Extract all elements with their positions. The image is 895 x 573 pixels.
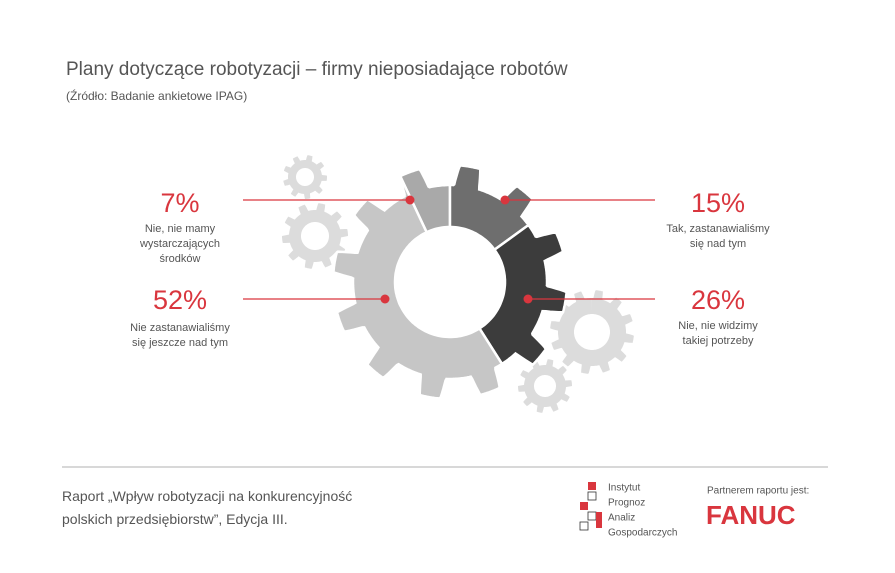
partner-text: Partnerem raportu jest:: [707, 486, 809, 497]
category-label: Nie, nie mamy wystarczających środków: [139, 223, 220, 265]
leader-dot: [500, 195, 510, 205]
decorative-gear: [283, 155, 327, 199]
leader-dot: [405, 195, 415, 205]
leader-dot: [380, 294, 390, 304]
partner-logo: FANUC: [706, 500, 796, 530]
report-text: Raport „Wpływ robotyzacji na konkurencyj…: [62, 488, 352, 527]
leader-dot: [523, 294, 533, 304]
chart-title: Plany dotyczące robotyzacji – firmy niep…: [66, 59, 568, 80]
institute-line: Prognoz: [608, 498, 645, 509]
institute-line: Instytut: [608, 483, 640, 494]
decorative-gear: [550, 290, 634, 374]
institute-logo-icon: [579, 482, 602, 531]
category-label: Tak, zastanawialiśmy się nad tym: [666, 223, 770, 250]
category-label: Nie, nie widzimy takiej potrzeby: [678, 320, 758, 347]
category-label: Nie zastanawialiśmy się jeszcze nad tym: [130, 322, 230, 349]
decorative-gear: [518, 359, 572, 413]
value-label: 52%: [153, 285, 207, 315]
gear-segment: [398, 167, 452, 234]
gear-segment: [477, 223, 568, 367]
value-label: 26%: [691, 285, 745, 315]
chart-subtitle: (Źródło: Badanie ankietowe IPAG): [66, 88, 247, 103]
gear-segment: [448, 164, 535, 252]
institute-line: Analiz: [608, 513, 635, 524]
gear-segment: [332, 175, 504, 400]
value-label: 15%: [691, 188, 745, 218]
institute-line: Gospodarczych: [608, 528, 677, 539]
value-label: 7%: [160, 188, 199, 218]
decorative-gear: [282, 203, 348, 269]
